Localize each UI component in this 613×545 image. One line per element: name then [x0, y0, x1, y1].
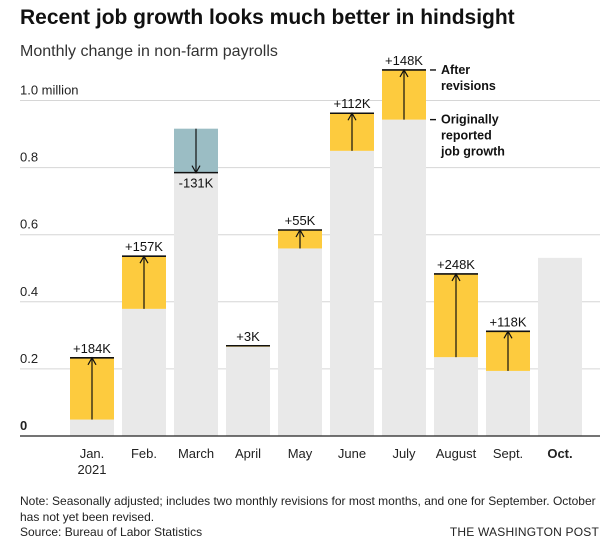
x-tick-label: May [288, 446, 313, 461]
x-tick-label: April [235, 446, 261, 461]
x-tick-label: June [338, 446, 366, 461]
y-tick-label: 0 [20, 418, 27, 433]
revision-arrow-head [191, 165, 201, 174]
y-tick-label: 1.0 million [20, 83, 79, 98]
y-tick-label: 0.2 [20, 351, 38, 366]
chart-note: Note: Seasonally adjusted; includes two … [20, 494, 596, 524]
bar-base [486, 370, 530, 436]
revision-label: +148K [385, 53, 423, 68]
x-tick-label: Oct. [547, 446, 572, 461]
revision-label: +3K [236, 329, 260, 344]
revision-label: +157K [125, 239, 163, 254]
bar-chart: 0 0.2 0.4 0.6 0.8 1.0 million +184K Jan. 2021 +15… [20, 53, 600, 477]
chart-source: Source: Bureau of Labor Statistics [20, 525, 203, 539]
x-tick-label: July [392, 446, 416, 461]
chart-title: Recent job growth looks much better in h… [20, 6, 515, 29]
revision-label: +112K [334, 96, 371, 111]
chart-subtitle: Monthly change in non-farm payrolls [20, 43, 278, 60]
revision-arrow-head [503, 330, 513, 339]
revision-arrow-head [399, 68, 409, 78]
bar-base [70, 419, 114, 436]
publisher-credit: THE WASHINGTON POST [449, 525, 599, 539]
revision-arrow-head [139, 254, 149, 264]
bar-base [278, 248, 322, 436]
revision-label: -131K [179, 176, 214, 191]
revision-arrow-head [451, 272, 461, 282]
revision-arrow-head [295, 228, 305, 238]
y-tick-label: 0.6 [20, 217, 38, 232]
x-tick-label: August [436, 446, 477, 461]
revision-label: +55K [285, 213, 316, 228]
bar-base [174, 172, 218, 436]
revision-label: +184K [73, 341, 111, 356]
revision-arrow-head [347, 112, 357, 121]
revision-arrow-head [87, 356, 97, 366]
x-tick-label: Sept. [493, 446, 523, 461]
bar-base [226, 346, 270, 436]
bar-base [538, 257, 582, 436]
bar-base [122, 308, 166, 436]
bar-base [330, 150, 374, 436]
x-tick-label: March [178, 446, 214, 461]
revision-label: +118K [490, 314, 527, 329]
y-tick-label: 0.4 [20, 284, 38, 299]
bar-base [434, 357, 478, 436]
revision-label: +248K [437, 257, 475, 272]
legend-after-label: After revisions [441, 63, 496, 93]
x-tick-label: Jan. 2021 [78, 446, 107, 477]
legend-original-label: Originally reported job growth [440, 113, 505, 159]
bar-base [382, 119, 426, 436]
x-tick-label: Feb. [131, 446, 157, 461]
y-tick-label: 0.8 [20, 150, 38, 165]
